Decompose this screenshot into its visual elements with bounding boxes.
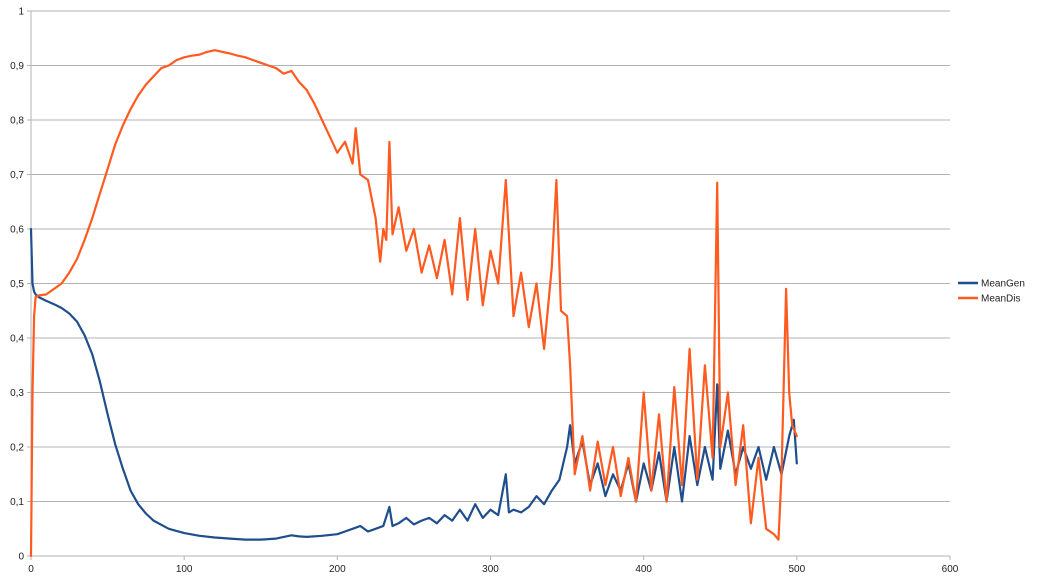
legend-label-meangen: MeanGen: [981, 279, 1025, 290]
ytick-label-8: 0,8: [10, 116, 24, 127]
axes: [27, 10, 951, 560]
xtick-label-3: 300: [482, 564, 499, 575]
ytick-label-7: 0,7: [10, 170, 24, 181]
ytick-label-3: 0,3: [10, 388, 24, 399]
xtick-label-1: 100: [176, 564, 193, 575]
legend-label-meandis: MeanDis: [981, 294, 1020, 305]
y-tick-labels: 0 0,1 0,2 0,3 0,4 0,5 0,6 0,7 0,8 0,9 1: [10, 7, 24, 563]
ytick-label-4: 0,4: [10, 334, 24, 345]
legend: MeanGen MeanDis: [958, 279, 1025, 305]
xtick-label-0: 0: [28, 564, 34, 575]
xtick-label-2: 200: [329, 564, 346, 575]
ytick-label-1: 0,1: [10, 497, 24, 508]
series-line-meandis: [29, 49, 798, 558]
series-lines: [29, 49, 798, 558]
grid-lines: [31, 10, 950, 557]
ytick-label-9: 0,9: [10, 61, 24, 72]
series-line-meangen: [29, 227, 798, 541]
x-tick-labels: 0 100 200 300 400 500 600: [28, 564, 959, 575]
ytick-label-0: 0: [18, 552, 24, 563]
ytick-label-5: 0,5: [10, 279, 24, 290]
xtick-label-6: 600: [942, 564, 959, 575]
ytick-label-2: 0,2: [10, 443, 24, 454]
xtick-label-4: 400: [635, 564, 652, 575]
ytick-label-10: 1: [18, 7, 24, 18]
ytick-label-6: 0,6: [10, 225, 24, 236]
xtick-label-5: 500: [788, 564, 805, 575]
